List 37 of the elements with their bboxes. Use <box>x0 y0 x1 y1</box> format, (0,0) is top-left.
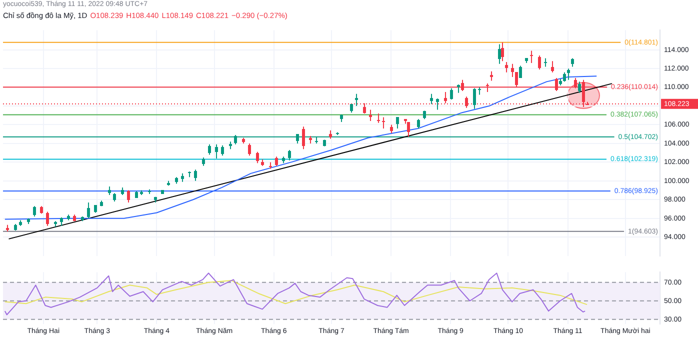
candlestick <box>505 62 508 73</box>
candlestick <box>87 202 90 219</box>
candlestick <box>396 116 399 129</box>
candlestick <box>275 156 278 166</box>
candlestick <box>33 206 36 217</box>
candlestick <box>538 54 541 70</box>
candlestick <box>473 88 476 110</box>
candlestick <box>490 70 493 82</box>
candlestick <box>551 60 554 73</box>
candlestick <box>530 50 533 64</box>
candlestick <box>567 68 570 80</box>
candlestick <box>407 121 410 138</box>
candlestick <box>498 44 501 64</box>
candlestick <box>563 72 566 82</box>
candlestick <box>127 190 130 203</box>
candlestick <box>215 144 218 159</box>
candlestick <box>444 91 447 104</box>
candlestick <box>248 142 251 156</box>
candlestick <box>194 169 197 182</box>
candlestick <box>578 81 581 94</box>
candlestick <box>208 144 211 156</box>
candlestick <box>417 118 420 129</box>
candlestick <box>256 151 259 164</box>
candlestick <box>430 93 433 105</box>
candlestick <box>382 116 385 129</box>
candlestick <box>221 144 224 156</box>
candlestick <box>46 211 49 226</box>
candlestick <box>511 63 514 78</box>
candlestick <box>369 109 372 122</box>
candlestick <box>519 65 522 78</box>
candlestick <box>436 98 439 110</box>
candlestick <box>355 93 358 107</box>
candlestick <box>377 113 380 124</box>
candlestick <box>302 126 305 150</box>
candlestick <box>288 150 291 161</box>
candlestick <box>450 88 453 100</box>
candlestick <box>501 42 504 62</box>
